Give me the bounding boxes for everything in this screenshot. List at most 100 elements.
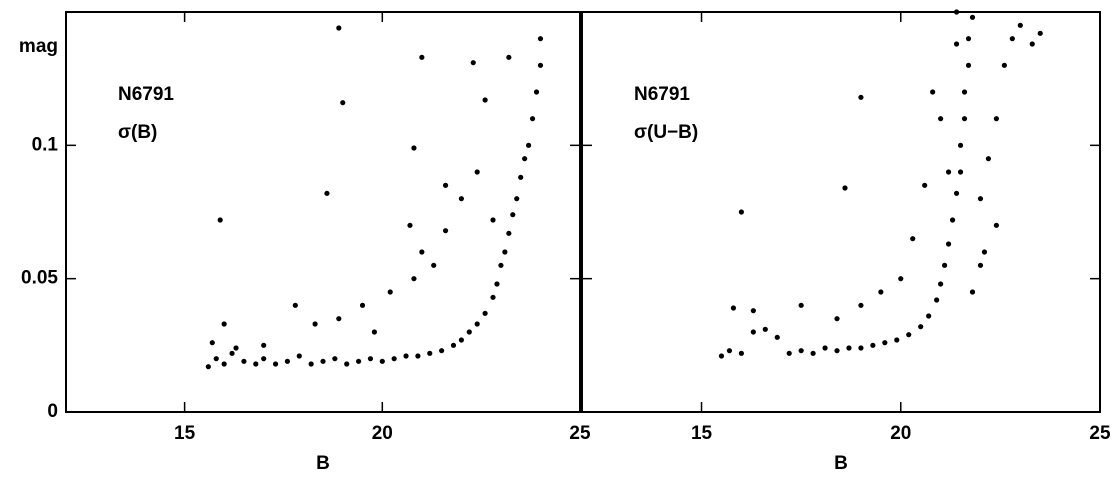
- data-point: [898, 276, 904, 282]
- data-point: [945, 241, 952, 247]
- data-point: [870, 342, 876, 348]
- x-tick-label: 15: [174, 423, 196, 444]
- plot-frame: [65, 11, 581, 413]
- data-point: [439, 348, 445, 354]
- data-point: [738, 209, 744, 215]
- data-point: [918, 324, 924, 330]
- data-point: [961, 116, 968, 122]
- data-point: [926, 313, 932, 319]
- x-tick-label: 15: [691, 423, 713, 444]
- data-point: [858, 345, 864, 351]
- data-point: [993, 116, 1000, 122]
- data-point: [458, 337, 464, 343]
- data-point: [209, 340, 215, 346]
- data-point: [407, 222, 413, 228]
- data-point: [431, 262, 437, 268]
- data-point: [786, 350, 792, 356]
- data-point: [336, 316, 342, 322]
- data-point: [340, 100, 346, 106]
- data-point: [387, 289, 393, 295]
- data-point: [312, 321, 318, 327]
- data-point: [308, 361, 314, 367]
- annotation: N6791: [118, 84, 174, 105]
- data-point: [474, 321, 480, 327]
- data-point: [336, 25, 342, 31]
- data-point: [1029, 41, 1035, 47]
- data-point: [985, 156, 992, 162]
- y-tick-label: 0.05: [21, 268, 58, 289]
- data-point: [458, 196, 464, 202]
- data-point: [502, 249, 508, 255]
- data-point: [977, 196, 984, 202]
- data-point: [419, 249, 425, 255]
- data-point: [957, 169, 964, 175]
- data-point: [942, 262, 948, 268]
- data-point: [810, 350, 816, 356]
- data-point: [442, 228, 449, 234]
- data-point: [320, 358, 326, 364]
- data-point: [938, 116, 944, 122]
- data-point: [490, 217, 496, 223]
- data-point: [415, 353, 421, 359]
- data-point: [427, 350, 433, 356]
- data-point: [977, 262, 984, 268]
- data-point: [332, 356, 338, 362]
- data-point: [292, 302, 298, 308]
- data-point: [798, 348, 804, 354]
- x-tick-label: 25: [1089, 423, 1111, 444]
- data-point: [981, 249, 988, 255]
- y-tick-label: 0: [47, 401, 58, 422]
- data-point: [730, 305, 737, 311]
- annotation: N6791: [634, 84, 690, 105]
- data-point: [205, 364, 211, 370]
- data-point: [798, 302, 804, 308]
- data-point: [526, 142, 532, 148]
- data-point: [938, 281, 944, 287]
- y-axis-label: mag: [19, 36, 58, 57]
- data-point: [217, 217, 223, 223]
- data-point: [537, 62, 544, 68]
- data-point: [221, 321, 227, 327]
- data-point: [261, 342, 267, 348]
- data-point: [419, 54, 425, 60]
- data-point: [233, 345, 239, 351]
- data-point: [498, 262, 504, 268]
- data-point: [379, 358, 385, 364]
- data-point: [411, 145, 417, 151]
- data-point: [450, 342, 457, 348]
- data-point: [842, 185, 848, 191]
- data-point: [906, 332, 912, 338]
- data-point: [411, 276, 417, 282]
- data-point: [957, 142, 964, 148]
- x-axis-label: B: [834, 453, 848, 474]
- data-point: [834, 348, 840, 354]
- data-point: [858, 302, 864, 308]
- data-point: [1037, 30, 1043, 36]
- data-point: [965, 62, 972, 68]
- data-point: [490, 294, 496, 300]
- data-point: [482, 310, 488, 316]
- data-point: [229, 350, 235, 356]
- data-point: [726, 348, 733, 354]
- data-point: [834, 316, 840, 322]
- data-point: [221, 361, 227, 367]
- data-point: [910, 236, 916, 242]
- data-point: [241, 358, 247, 364]
- data-point: [965, 36, 972, 42]
- data-point: [846, 345, 852, 351]
- data-point: [762, 326, 768, 332]
- data-point: [355, 358, 362, 364]
- data-point: [1009, 36, 1015, 42]
- data-point: [961, 89, 968, 95]
- data-point: [518, 174, 524, 180]
- data-point: [858, 94, 864, 100]
- data-point: [922, 182, 928, 188]
- data-point: [533, 89, 540, 95]
- data-point: [882, 340, 888, 346]
- data-point: [272, 361, 279, 367]
- data-point: [296, 353, 302, 359]
- data-point: [474, 169, 480, 175]
- data-point: [969, 14, 976, 20]
- x-axis-label: B: [316, 453, 330, 474]
- y-tick-label: 0.1: [32, 134, 59, 155]
